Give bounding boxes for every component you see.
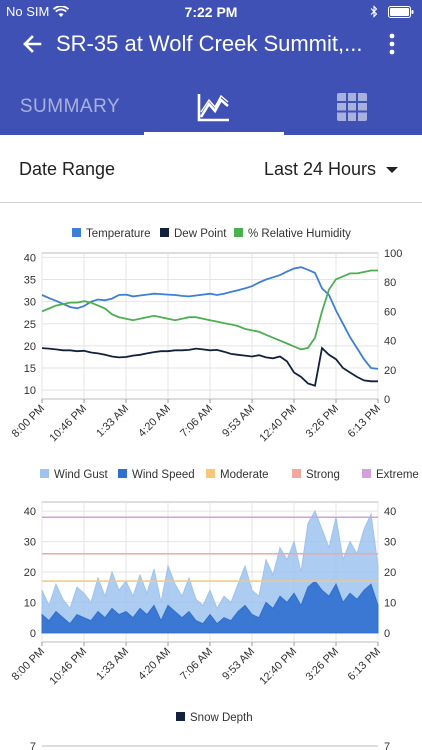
series-area-wind-speed — [41, 580, 379, 634]
y-left-tick-label: 30 — [24, 297, 36, 309]
legend-label: % Relative Humidity — [248, 228, 351, 240]
back-button[interactable] — [18, 30, 46, 58]
x-tick-label: 12:40 PM — [257, 646, 299, 688]
tab-chart[interactable] — [144, 78, 284, 135]
y-right-tick-label: 7 — [384, 741, 390, 750]
y-left-tick-label: 15 — [24, 363, 36, 375]
status-time: 7:22 PM — [184, 4, 238, 20]
x-tick-label: 1:33 AM — [94, 403, 131, 440]
wind-chart: Wind Gust Wind Speed Moderate Strong Extreme… — [10, 469, 419, 688]
dropdown-caret-icon — [386, 166, 398, 173]
y-right-tick-label: 40 — [384, 336, 396, 348]
more-vert-icon — [389, 33, 395, 55]
temperature-chart: Temperature Dew Point % Relative Humidity 1… — [10, 228, 402, 445]
y-right-tick-label: 10 — [384, 597, 396, 609]
y-right-tick-label: 30 — [384, 537, 396, 549]
y-left-tick-label: 7 — [30, 741, 36, 750]
legend-label: Temperature — [86, 228, 151, 240]
legend-label: Extreme — [376, 469, 419, 481]
y-right-tick-label: 20 — [384, 365, 396, 377]
y-right-tick-label: 0 — [384, 628, 390, 640]
x-tick-label: 10:46 PM — [47, 403, 89, 445]
legend-swatch — [118, 469, 127, 478]
x-tick-label: 12:40 PM — [257, 403, 299, 445]
tab-table[interactable] — [282, 78, 422, 135]
tab-summary-label: SUMMARY — [19, 95, 121, 117]
legend-label: Snow Depth — [190, 712, 253, 724]
legend-label: Dew Point — [174, 228, 227, 240]
x-tick-label: 6:13 PM — [346, 646, 383, 683]
legend-swatch — [234, 228, 243, 237]
legend-label: Strong — [306, 469, 340, 481]
legend-swatch — [176, 712, 185, 721]
y-left-tick-label: 10 — [24, 597, 36, 609]
x-tick-label: 3:26 PM — [304, 403, 341, 440]
legend-label: Moderate — [220, 469, 269, 481]
y-left-tick-label: 35 — [24, 275, 36, 287]
x-tick-label: 10:46 PM — [47, 646, 89, 688]
y-right-tick-label: 20 — [384, 567, 396, 579]
legend-swatch — [206, 469, 215, 478]
page-title: SR-35 at Wolf Creek Summit,... — [56, 31, 363, 56]
tab-summary[interactable]: SUMMARY — [0, 78, 140, 135]
x-tick-label: 9:53 AM — [220, 403, 257, 440]
legend-label: Wind Gust — [54, 469, 108, 481]
carrier-text: No SIM — [6, 4, 50, 19]
y-left-tick-label: 30 — [24, 537, 36, 549]
x-tick-label: 3:26 PM — [304, 646, 341, 683]
x-tick-label: 4:20 AM — [136, 403, 173, 440]
y-left-tick-label: 20 — [24, 341, 36, 353]
x-tick-label: 7:06 AM — [178, 646, 215, 683]
y-left-tick-label: 0 — [30, 628, 36, 640]
y-left-tick-label: 20 — [24, 567, 36, 579]
y-left-tick-label: 10 — [24, 385, 36, 397]
date-range-select[interactable]: Last 24 Hours — [264, 159, 398, 180]
x-tick-label: 8:00 PM — [10, 646, 47, 683]
x-tick-label: 6:13 PM — [346, 403, 383, 440]
x-tick-label: 1:33 AM — [94, 646, 131, 683]
legend-swatch — [72, 228, 81, 237]
tab-bar: SUMMARY — [0, 78, 422, 135]
status-bar: No SIM 7:22 PM — [0, 0, 422, 24]
active-tab-indicator — [144, 132, 284, 135]
line-chart-icon — [197, 93, 229, 121]
series-line-dew-point — [41, 346, 378, 387]
battery-icon — [388, 5, 414, 18]
date-range-label: Date Range — [19, 159, 116, 179]
legend-swatch — [362, 469, 371, 478]
x-tick-label: 8:00 PM — [10, 403, 47, 440]
legend-label: Wind Speed — [132, 469, 195, 481]
legend-swatch — [160, 228, 169, 237]
y-right-tick-label: 100 — [384, 248, 402, 260]
snow-depth-chart: Snow Depth 7 7 — [30, 712, 390, 750]
y-right-tick-label: 40 — [384, 506, 396, 518]
wifi-icon — [53, 5, 70, 17]
app-bar: SR-35 at Wolf Creek Summit,... SUMMARY — [0, 24, 422, 135]
legend-swatch — [40, 469, 49, 478]
y-left-tick-label: 25 — [24, 319, 36, 331]
date-range-value: Last 24 Hours — [263, 159, 376, 179]
table-grid-icon — [337, 92, 367, 121]
status-left: No SIM — [6, 4, 70, 19]
series-line-temperature — [41, 266, 379, 370]
date-range-row: Date Range Last 24 Hours — [0, 135, 422, 203]
y-right-tick-label: 0 — [384, 394, 390, 406]
x-tick-label: 9:53 AM — [220, 646, 257, 683]
status-right — [370, 5, 414, 18]
y-right-tick-label: 80 — [384, 277, 396, 289]
x-tick-label: 4:20 AM — [136, 646, 173, 683]
x-tick-label: 7:06 AM — [178, 403, 215, 440]
bluetooth-icon — [370, 5, 378, 18]
more-options-button[interactable] — [382, 30, 402, 58]
arrow-left-icon — [23, 35, 42, 53]
y-left-tick-label: 40 — [24, 506, 36, 518]
y-left-tick-label: 40 — [24, 252, 36, 264]
legend-swatch — [292, 469, 301, 478]
series-line--relative-humidity — [41, 269, 378, 351]
y-right-tick-label: 60 — [384, 306, 396, 318]
